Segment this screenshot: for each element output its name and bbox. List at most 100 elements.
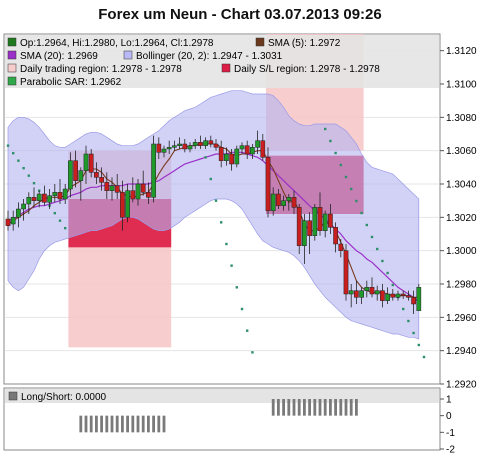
candle-body: [125, 190, 130, 218]
sar-dot: [64, 226, 67, 230]
candle-body: [265, 157, 271, 211]
sma20-line: [7, 151, 420, 303]
candle-body: [343, 250, 349, 295]
long-short-bar: [136, 415, 140, 433]
indicator-bars: [79, 399, 358, 433]
candle-body: [68, 160, 73, 190]
long-short-bar: [84, 415, 88, 433]
candle-body: [47, 195, 52, 203]
legend-swatch: [255, 37, 265, 47]
sar-dot: [17, 159, 20, 162]
sar-dot: [235, 286, 238, 289]
candle-body: [83, 153, 89, 171]
legend-swatch: [221, 63, 231, 73]
long-short-bar: [162, 415, 166, 433]
sar-dot: [417, 343, 420, 347]
sar-dot: [225, 242, 228, 246]
candle-body: [182, 143, 188, 150]
candle-body: [380, 290, 385, 301]
indicator-tick-label: 0: [446, 411, 452, 422]
candle-body: [52, 192, 58, 196]
legend: Op:1.2964, Hi:1.2980, Lo:1.2964, Cl:1.29…: [7, 37, 380, 88]
long-short-bar: [344, 399, 348, 416]
candle-body: [276, 193, 281, 206]
legend-swatch: [7, 76, 17, 86]
sar-dot: [214, 199, 218, 202]
sar-dot: [355, 199, 358, 203]
candle-body: [161, 148, 167, 153]
long-short-bar: [79, 415, 83, 433]
legend-entry: Parabolic SAR: 1.2962: [20, 77, 122, 88]
long-short-bar: [95, 415, 98, 433]
sma5-line: [7, 143, 419, 298]
candle-body: [140, 183, 146, 193]
candle-body: [369, 287, 375, 295]
candle-body: [281, 200, 286, 206]
sar-dot: [6, 144, 10, 147]
bollinger-band: [7, 90, 420, 340]
indicator-tick-label: 1: [446, 395, 452, 406]
sar-dot: [22, 166, 25, 170]
long-short-bar: [141, 415, 145, 433]
sar-dot: [12, 151, 15, 155]
sar-dot: [412, 331, 415, 335]
sar-dot: [334, 151, 337, 155]
long-short-bar: [100, 415, 103, 433]
candle-body: [406, 295, 411, 298]
candle-body: [5, 218, 11, 226]
sar-dot: [391, 283, 394, 287]
candle-body: [270, 193, 276, 211]
candle-body: [73, 160, 78, 181]
sar-dot: [246, 329, 249, 332]
price-tick-label: 1.3040: [446, 180, 477, 191]
moving-average-layer: [7, 143, 420, 303]
price-tick-label: 1.3100: [446, 80, 477, 91]
long-short-bar: [313, 399, 317, 416]
sar-dot: [402, 307, 405, 311]
candle-body: [224, 153, 229, 161]
candle-body: [218, 147, 224, 161]
price-tick-label: 1.3060: [446, 146, 477, 157]
long-short-bar: [287, 399, 291, 416]
sar-dot: [324, 127, 327, 131]
legend-entry: Daily trading region: 1.2978 - 1.2978: [20, 64, 182, 75]
candle-body: [88, 153, 94, 173]
candle-body: [250, 147, 255, 155]
sar-dot: [240, 307, 244, 311]
long-short-bar: [115, 415, 119, 433]
long-short-bar: [121, 415, 124, 433]
candle-body: [229, 153, 234, 165]
candle-body: [42, 193, 47, 203]
legend-swatch: [7, 37, 17, 47]
long-short-bar: [110, 415, 114, 433]
candle-body: [208, 140, 214, 145]
indicator-axis: 1 0 -1 -2: [440, 395, 455, 456]
sar-dot: [27, 174, 30, 177]
long-short-bar: [334, 399, 337, 416]
sar-dot: [386, 271, 389, 275]
candle-body: [78, 170, 84, 181]
sar-dot: [251, 351, 254, 354]
candle-body: [244, 145, 250, 155]
sar-dot: [32, 181, 36, 185]
candle-body: [239, 145, 245, 150]
candle-body: [322, 213, 328, 231]
price-tick-label: 1.3000: [446, 246, 477, 257]
long-short-bar: [157, 415, 161, 433]
candle-body: [130, 190, 136, 200]
candle-body: [26, 197, 32, 205]
price-tick-label: 1.3120: [446, 46, 477, 57]
candle-body: [213, 143, 219, 148]
long-short-bar: [329, 399, 332, 416]
indicator-legend-swatch: [8, 391, 18, 401]
sar-dot: [220, 221, 223, 224]
long-short-bar: [131, 415, 135, 433]
legend-swatch: [7, 63, 17, 73]
price-tick-label: 1.2920: [446, 380, 477, 391]
price-axis: 1.3120 1.3100 1.3080 1.3060 1.3040 1.3020 1.30…: [440, 46, 477, 391]
sar-dot: [370, 235, 374, 239]
candle-body: [317, 207, 323, 231]
candle-body: [31, 197, 37, 201]
candle-body: [354, 290, 359, 298]
candle-body: [151, 143, 156, 198]
